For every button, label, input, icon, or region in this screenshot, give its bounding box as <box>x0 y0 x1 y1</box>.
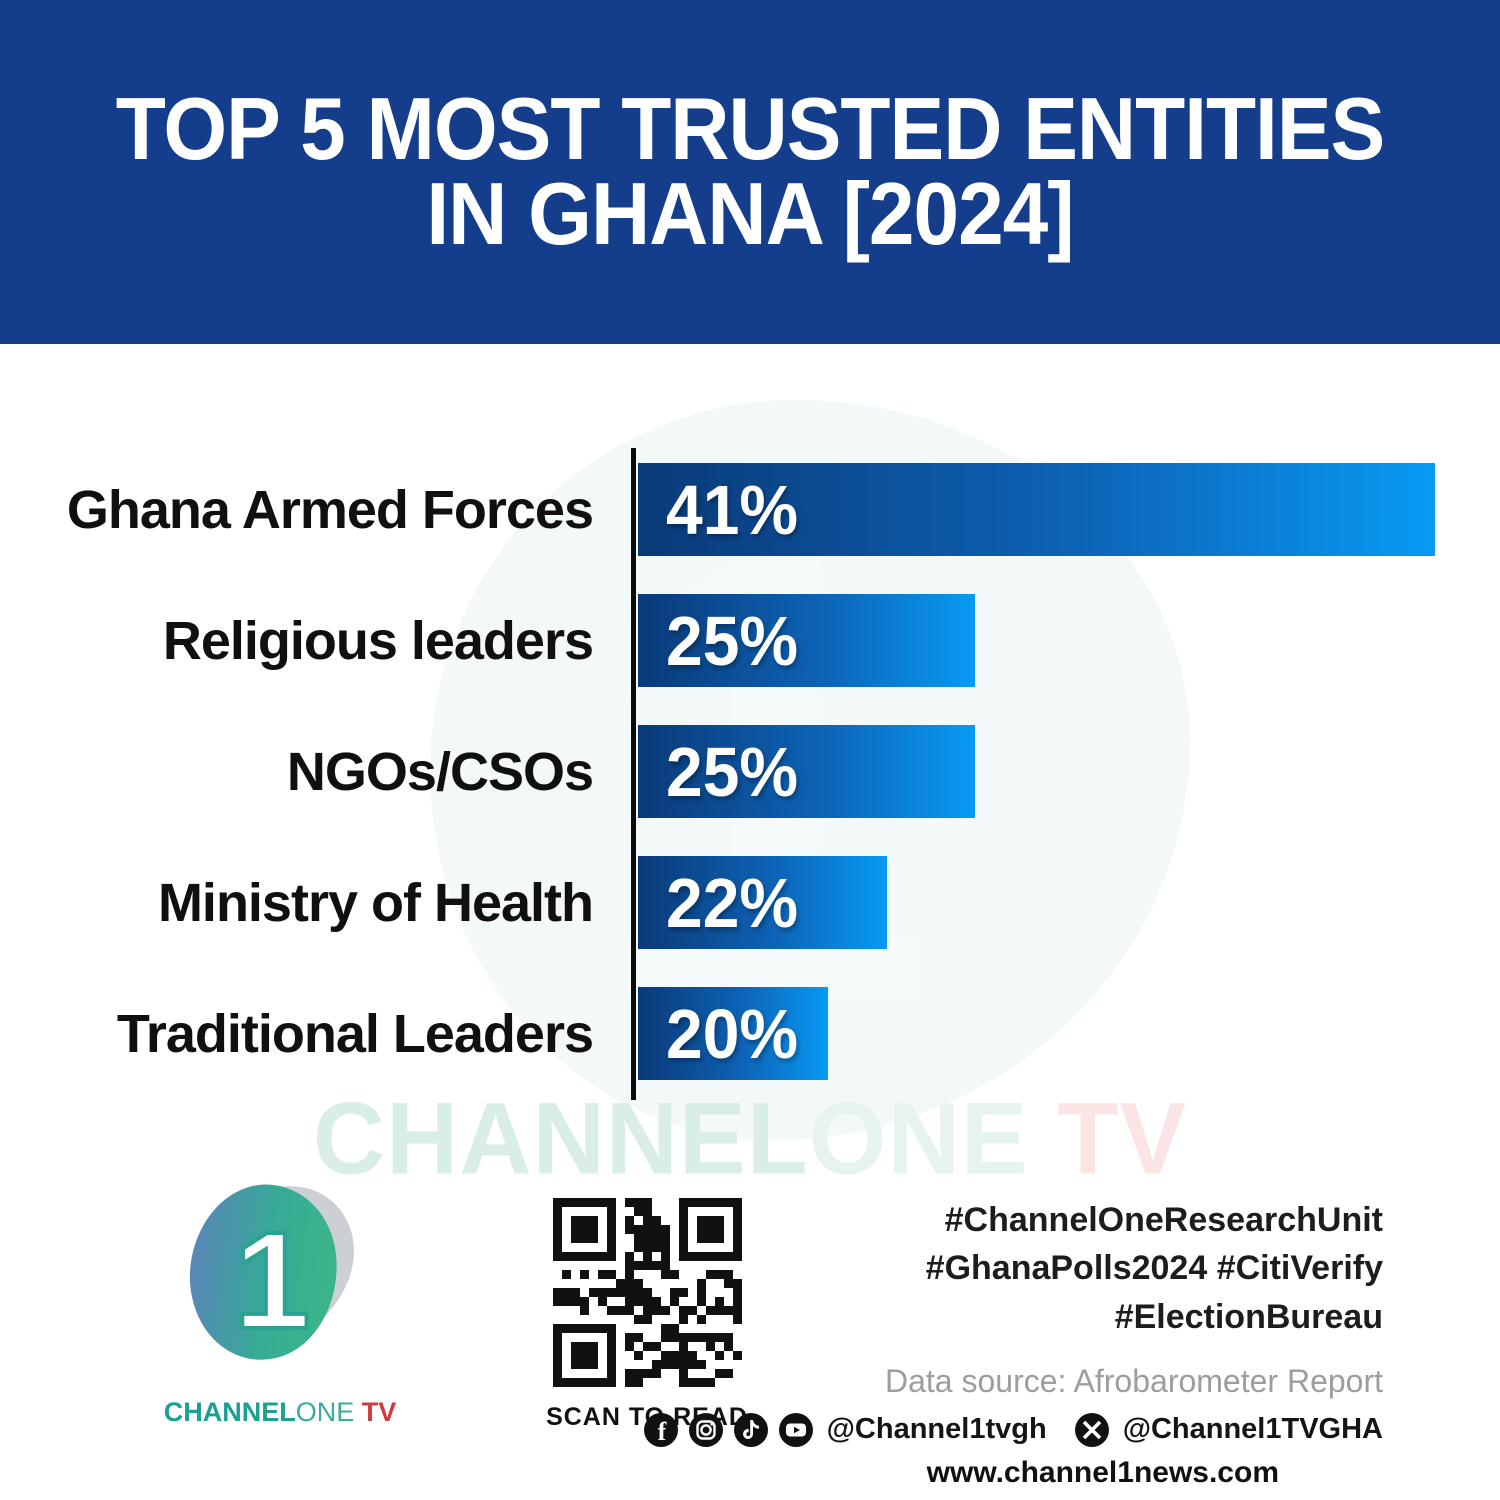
social-row: f @Channel1tvgh @Channel1T <box>643 1412 1383 1448</box>
logo-wordmark-tv: TV <box>354 1397 397 1427</box>
data-source-label: Data source: Afrobarometer Report <box>884 1362 1383 1399</box>
bar: 41% <box>638 463 1435 556</box>
bar-value-label: 20% <box>666 994 799 1073</box>
category-label: Ghana Armed Forces <box>66 479 594 540</box>
y-axis-line <box>631 448 636 1100</box>
hashtag-line-1: #ChannelOneResearchUnit <box>944 1201 1383 1239</box>
svg-text:f: f <box>657 1417 666 1446</box>
header-banner: TOP 5 MOST TRUSTED ENTITIES IN GHANA [20… <box>0 0 1500 344</box>
chart-row: Traditional Leaders 20% <box>0 987 1500 1080</box>
bar-value-label: 25% <box>666 732 799 811</box>
social-handle-main: @Channel1tvgh <box>826 1413 1047 1446</box>
watermark-one: ONE <box>808 1081 1029 1197</box>
chart-row: Religious leaders 25% <box>0 594 1500 687</box>
bar: 22% <box>638 856 887 949</box>
facebook-icon: f <box>643 1412 678 1447</box>
logo-numeral-one: 1 <box>233 1204 310 1358</box>
bar-value-label: 25% <box>666 601 799 680</box>
logo-wordmark-one: ONE <box>295 1397 355 1427</box>
channel-one-logo: 1 <box>189 1184 354 1360</box>
bar: 25% <box>638 594 975 687</box>
channel-one-logo-block: 1 CHANNELONE TV <box>140 1178 420 1428</box>
logo-wordmark-channel: CHANNEL <box>163 1397 296 1427</box>
instagram-icon <box>688 1412 723 1447</box>
category-label: Religious leaders <box>162 610 594 671</box>
hashtag-line-3: #ElectionBureau <box>1114 1297 1383 1336</box>
bar-value-label: 22% <box>666 863 799 942</box>
page-title-line-1: TOP 5 MOST TRUSTED ENTITIES <box>115 80 1385 179</box>
youtube-icon <box>778 1412 813 1447</box>
bar-value-label: 41% <box>666 470 799 549</box>
bar: 20% <box>638 987 828 1080</box>
watermark-channel: CHANNEL <box>312 1081 809 1197</box>
watermark-tv: TV <box>1057 1081 1188 1197</box>
website-url: www.channel1news.com <box>926 1455 1279 1489</box>
category-label: Ministry of Health <box>157 872 594 933</box>
bar: 25% <box>638 725 975 818</box>
category-label: Traditional Leaders <box>116 1003 594 1064</box>
x-icon <box>1074 1412 1109 1447</box>
chart-row: Ghana Armed Forces 41% <box>0 463 1500 556</box>
category-label: NGOs/CSOs <box>286 741 594 802</box>
tiktok-icon <box>733 1412 768 1447</box>
social-handle-x: @Channel1TVGHA <box>1122 1413 1383 1446</box>
logo-front-pick <box>189 1184 337 1360</box>
page-title-line-2: IN GHANA [2024] <box>426 165 1074 264</box>
qr-block: SCAN TO READ <box>546 1198 748 1432</box>
logo-wordmark: CHANNELONE TV <box>140 1397 420 1428</box>
qr-code <box>552 1198 742 1387</box>
hashtag-line-2: #GhanaPolls2024 #CitiVerify <box>925 1249 1383 1288</box>
channel-one-watermark: CHANNELONE TV <box>0 1081 1500 1198</box>
footer-info-block: #ChannelOneResearchUnit #GhanaPolls2024 … <box>643 1196 1383 1490</box>
chart-row: Ministry of Health 22% <box>0 856 1500 949</box>
chart-row: NGOs/CSOs 25% <box>0 725 1500 818</box>
chart-rows: Ghana Armed Forces 41% Religious leaders 25… <box>0 463 1500 1118</box>
